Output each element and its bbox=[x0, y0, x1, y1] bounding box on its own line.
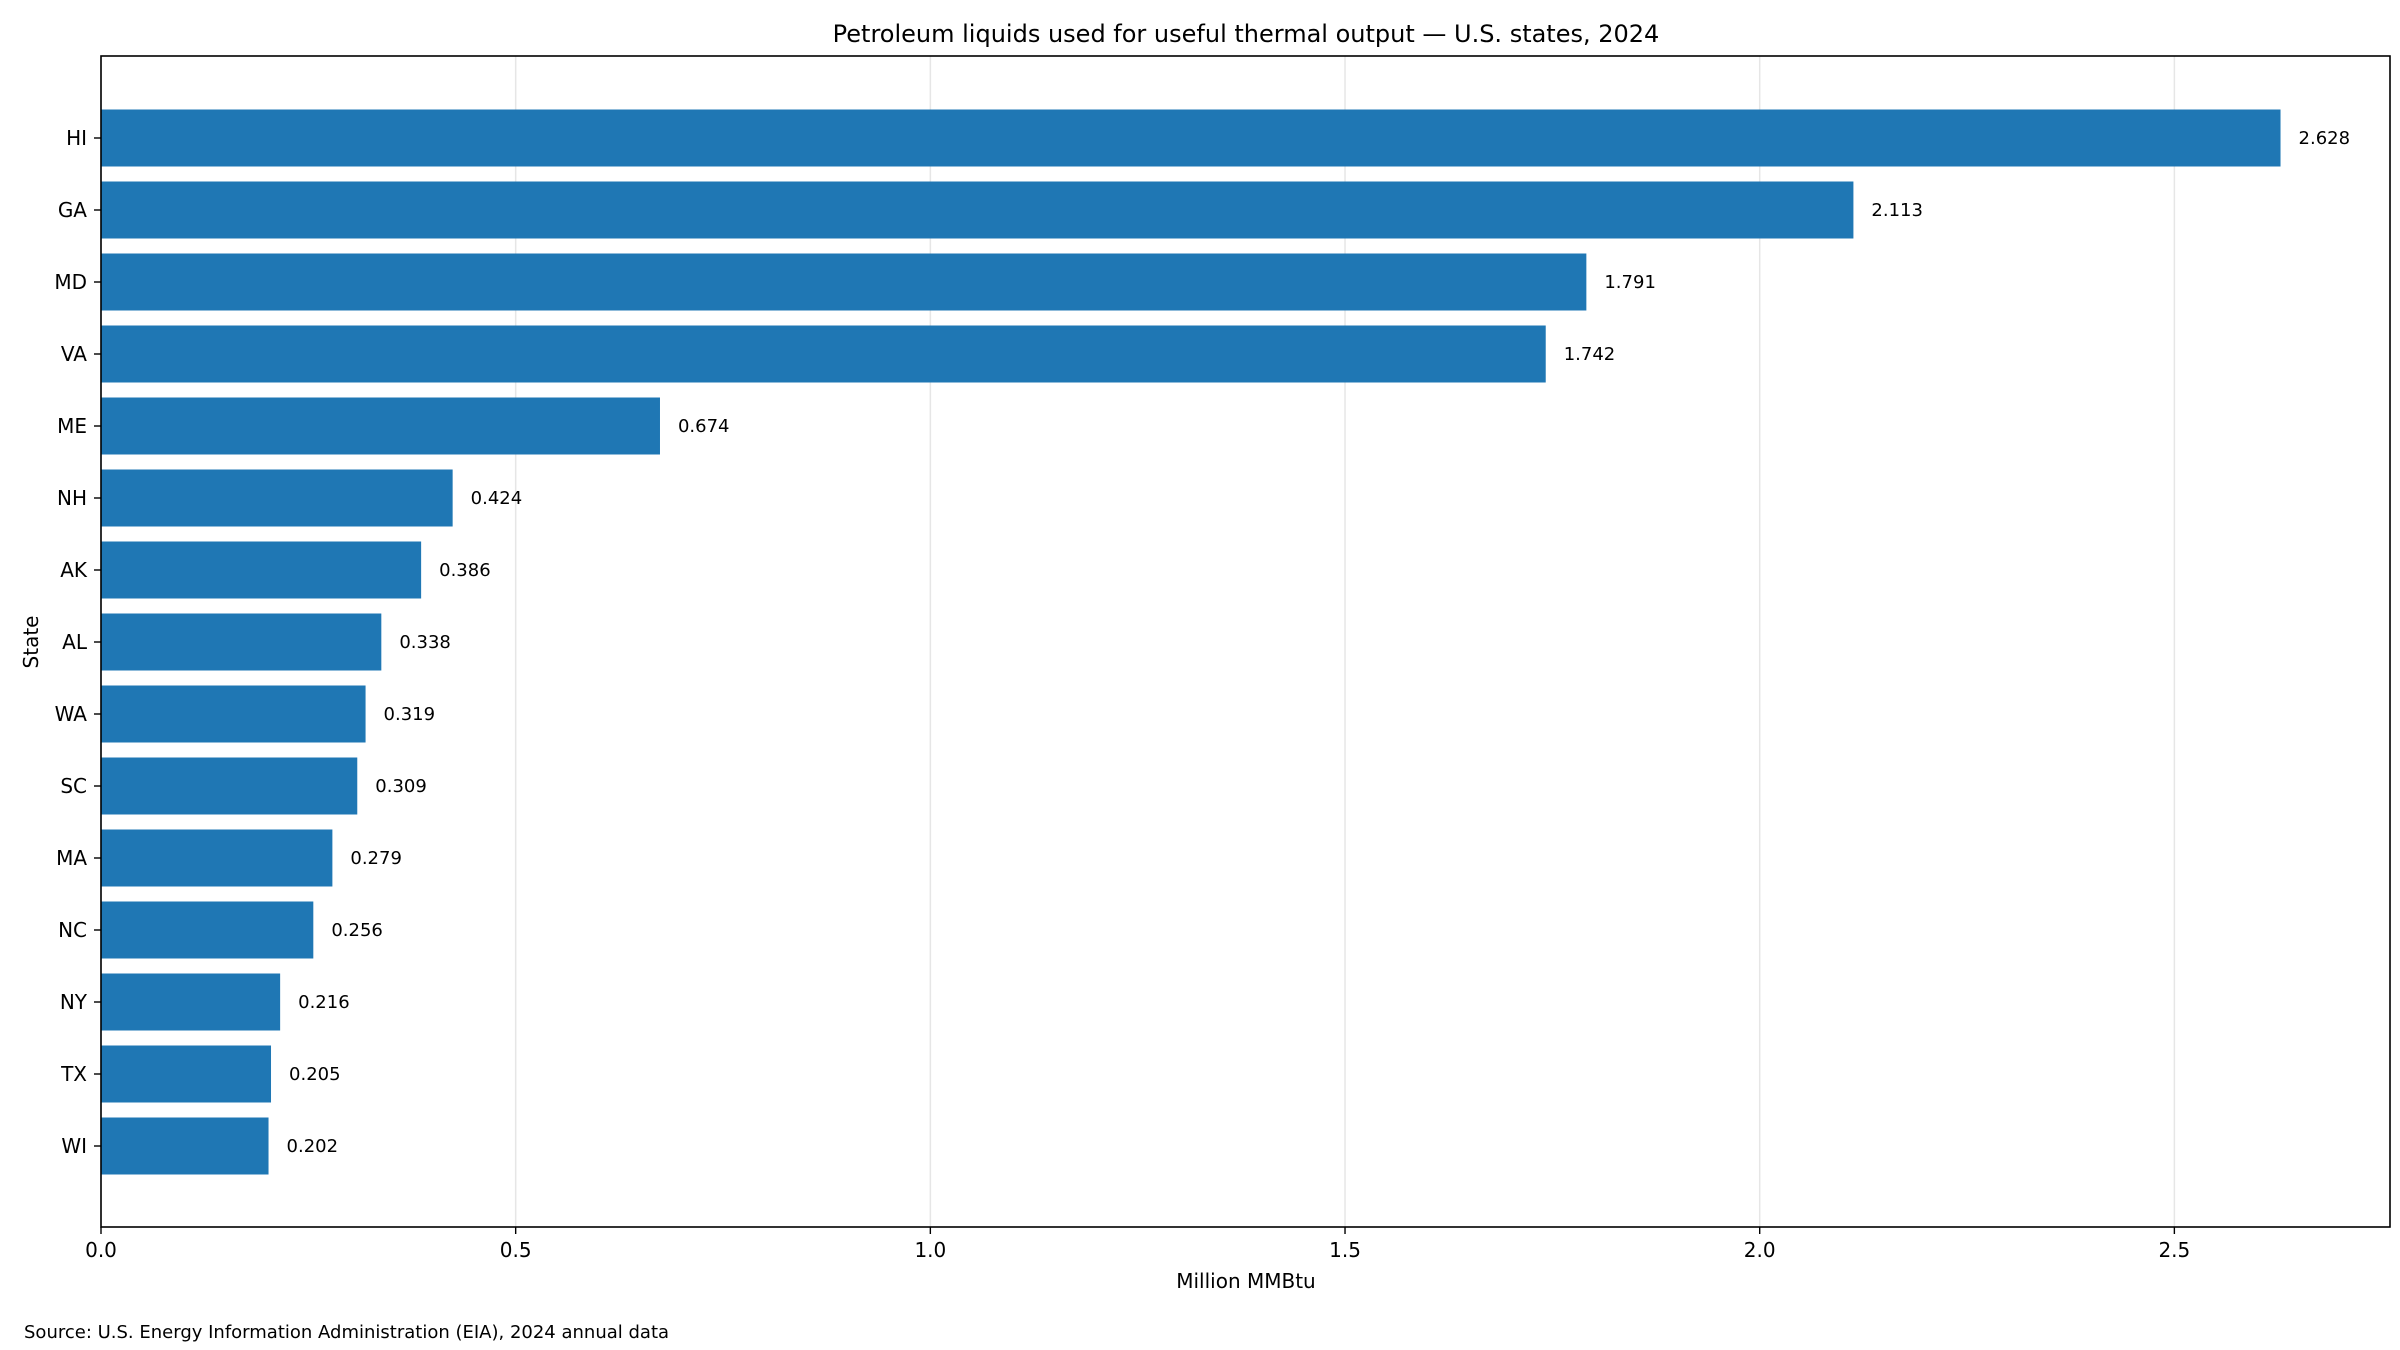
y-tick-label: VA bbox=[61, 342, 87, 366]
bar-md bbox=[101, 253, 1587, 311]
y-axis-label: State bbox=[19, 616, 43, 669]
x-tick-label: 1.5 bbox=[1329, 1238, 1361, 1262]
source-note: Source: U.S. Energy Information Administ… bbox=[24, 1322, 670, 1343]
y-tick-label: GA bbox=[58, 198, 87, 222]
data-label-ga: 2.113 bbox=[1871, 200, 1923, 221]
data-label-me: 0.674 bbox=[678, 416, 730, 437]
data-label-va: 1.742 bbox=[1564, 344, 1616, 365]
bar-ga bbox=[101, 181, 1854, 239]
x-tick-label: 2.0 bbox=[1744, 1238, 1776, 1262]
bar-va bbox=[101, 325, 1546, 383]
data-label-al: 0.338 bbox=[399, 632, 451, 653]
x-tick-label: 0.5 bbox=[500, 1238, 532, 1262]
y-tick-label: SC bbox=[60, 774, 87, 798]
bar-ma bbox=[101, 829, 333, 887]
y-tick-label: WA bbox=[55, 702, 88, 726]
x-axis-label: Million MMBtu bbox=[1176, 1269, 1316, 1293]
y-tick-label: TX bbox=[60, 1062, 87, 1086]
bar-wi bbox=[101, 1117, 269, 1175]
x-axis-ticks: 0.0 0.5 1.0 1.5 2.0 2.5 bbox=[85, 1227, 2190, 1262]
data-label-md: 1.791 bbox=[1604, 272, 1656, 293]
y-tick-label: HI bbox=[66, 126, 87, 150]
data-label-nc: 0.256 bbox=[331, 920, 383, 941]
bars: 2.628 2.113 1.791 1.742 0.674 0.424 0.386 0.338… bbox=[101, 109, 2351, 1175]
bar-me bbox=[101, 397, 660, 455]
data-label-hi: 2.628 bbox=[2299, 128, 2351, 149]
y-axis-ticks: HI GA MD VA ME NH AK AL WA SC MA NC NY TX WI bbox=[54, 126, 101, 1158]
y-tick-label: AL bbox=[62, 630, 88, 654]
data-label-ma: 0.279 bbox=[350, 848, 402, 869]
bar-nc bbox=[101, 901, 314, 959]
data-label-sc: 0.309 bbox=[375, 776, 427, 797]
y-tick-label: NY bbox=[60, 990, 88, 1014]
data-label-wa: 0.319 bbox=[384, 704, 436, 725]
x-tick-label: 1.0 bbox=[914, 1238, 946, 1262]
data-label-ny: 0.216 bbox=[298, 992, 350, 1013]
chart-title: Petroleum liquids used for useful therma… bbox=[833, 20, 1660, 48]
y-tick-label: NC bbox=[58, 918, 87, 942]
y-tick-label: MA bbox=[56, 846, 87, 870]
bar-tx bbox=[101, 1045, 272, 1103]
bar-hi bbox=[101, 109, 2281, 167]
data-label-tx: 0.205 bbox=[289, 1064, 341, 1085]
y-tick-label: WI bbox=[61, 1134, 87, 1158]
bar-ny bbox=[101, 973, 281, 1031]
data-label-nh: 0.424 bbox=[471, 488, 523, 509]
x-tick-label: 0.0 bbox=[85, 1238, 117, 1262]
x-tick-label: 2.5 bbox=[2158, 1238, 2190, 1262]
bar-sc bbox=[101, 757, 358, 815]
y-tick-label: NH bbox=[57, 486, 87, 510]
data-label-wi: 0.202 bbox=[287, 1136, 339, 1157]
bar-al bbox=[101, 613, 382, 671]
y-tick-label: MD bbox=[54, 270, 87, 294]
y-tick-label: AK bbox=[60, 558, 88, 582]
bar-nh bbox=[101, 469, 453, 527]
bar-wa bbox=[101, 685, 366, 743]
bar-ak bbox=[101, 541, 422, 599]
y-tick-label: ME bbox=[57, 414, 87, 438]
data-label-ak: 0.386 bbox=[439, 560, 491, 581]
